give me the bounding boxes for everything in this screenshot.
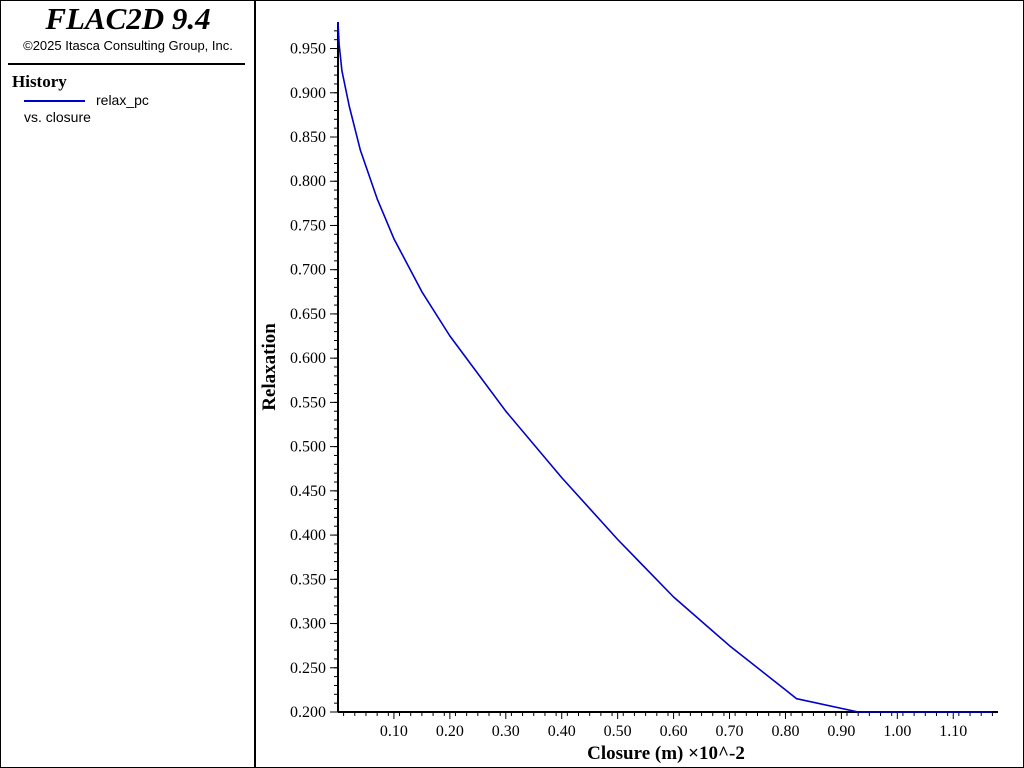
- y-tick-label: 0.350: [290, 571, 326, 588]
- y-tick-label: 0.750: [290, 217, 326, 234]
- x-tick-labels: 0.10 0.20 0.30 0.40 0.50 0.60 0.70 0.80 0.90 1.00…: [380, 723, 967, 740]
- y-tick-label: 0.600: [290, 350, 326, 367]
- y-tick-label: 0.550: [290, 394, 326, 411]
- x-tick-label: 0.30: [492, 723, 520, 740]
- y-tick-label: 0.300: [290, 616, 326, 633]
- legend-vs-label: vs. closure: [24, 109, 91, 125]
- legend-panel: FLAC2D 9.4 ©2025 Itasca Consulting Group…: [0, 0, 256, 768]
- legend-series-label: relax_pc: [96, 92, 149, 108]
- y-tick-label: 0.950: [290, 41, 326, 58]
- plot-axes: [337, 22, 998, 713]
- divider: [8, 63, 245, 65]
- x-tick-label: 0.90: [827, 723, 855, 740]
- legend-heading: History: [12, 72, 67, 91]
- x-axis-label: Closure (m) ×10^-2: [587, 743, 745, 764]
- x-tick-label: 0.20: [436, 723, 464, 740]
- y-tick-label: 0.500: [290, 439, 326, 456]
- x-tick-label: 0.70: [716, 723, 744, 740]
- y-tick-label: 0.850: [290, 129, 326, 146]
- x-tick-label: 0.80: [771, 723, 799, 740]
- series-layer: [337, 21, 993, 713]
- y-tick-label: 0.200: [290, 704, 326, 721]
- tick-marks: [330, 30, 993, 719]
- x-tick-label: 1.00: [883, 723, 911, 740]
- x-tick-label: 0.40: [548, 723, 576, 740]
- y-axis-label: Relaxation: [259, 323, 280, 411]
- x-tick-label: 0.60: [660, 723, 688, 740]
- y-tick-label: 0.700: [290, 262, 326, 279]
- series-line-relax-pc: [337, 21, 993, 713]
- x-tick-label: 0.10: [380, 723, 408, 740]
- y-tick-label: 0.900: [290, 85, 326, 102]
- y-tick-labels: 0.200 0.250 0.300 0.350 0.400 0.450 0.500 0.550…: [290, 41, 326, 721]
- x-tick-label: 1.10: [939, 723, 967, 740]
- x-tick-label: 0.50: [604, 723, 632, 740]
- app-title: FLAC2D 9.4: [45, 1, 211, 36]
- y-tick-label: 0.450: [290, 483, 326, 500]
- copyright-text: ©2025 Itasca Consulting Group, Inc.: [23, 38, 233, 53]
- y-tick-label: 0.250: [290, 660, 326, 677]
- y-tick-label: 0.400: [290, 527, 326, 544]
- legend-line-swatch: [24, 100, 85, 102]
- y-tick-label: 0.650: [290, 306, 326, 323]
- y-tick-label: 0.800: [290, 173, 326, 190]
